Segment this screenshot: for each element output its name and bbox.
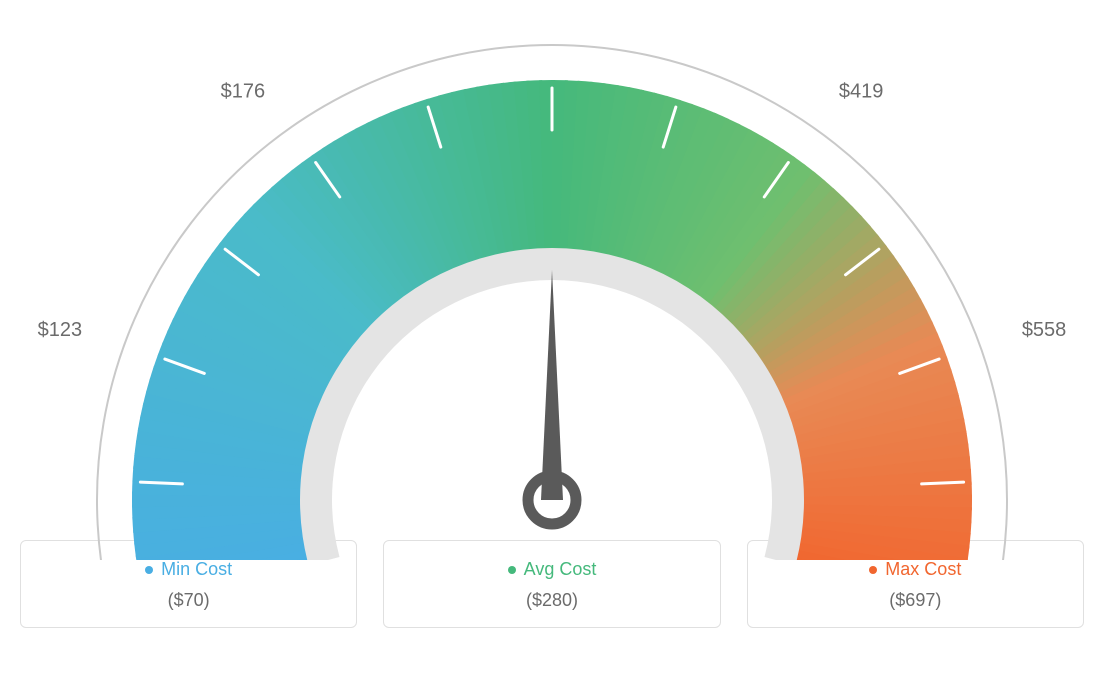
gauge-tick-label: $558 — [1022, 319, 1067, 341]
gauge-tick-label: $419 — [839, 80, 884, 102]
gauge-tick-label: $176 — [221, 80, 266, 102]
gauge-tick-label: $123 — [38, 319, 83, 341]
legend-title-min: Min Cost — [145, 559, 232, 580]
gauge-chart: $70$123$176$280$419$558$697 — [20, 20, 1084, 560]
legend-dot-avg-icon — [508, 566, 516, 574]
legend-label-min: Min Cost — [161, 559, 232, 580]
cost-gauge-widget: $70$123$176$280$419$558$697 Min Cost ($7… — [20, 20, 1084, 628]
legend-value-max-text: ($697) — [758, 590, 1073, 611]
legend-title-max: Max Cost — [869, 559, 961, 580]
legend-value-avg-text: ($280) — [394, 590, 709, 611]
legend-value-min-text: ($70) — [31, 590, 346, 611]
legend-dot-min-icon — [145, 566, 153, 574]
legend-label-avg: Avg Cost — [524, 559, 597, 580]
legend-label-max: Max Cost — [885, 559, 961, 580]
legend-dot-max-icon — [869, 566, 877, 574]
legend-title-avg: Avg Cost — [508, 559, 597, 580]
